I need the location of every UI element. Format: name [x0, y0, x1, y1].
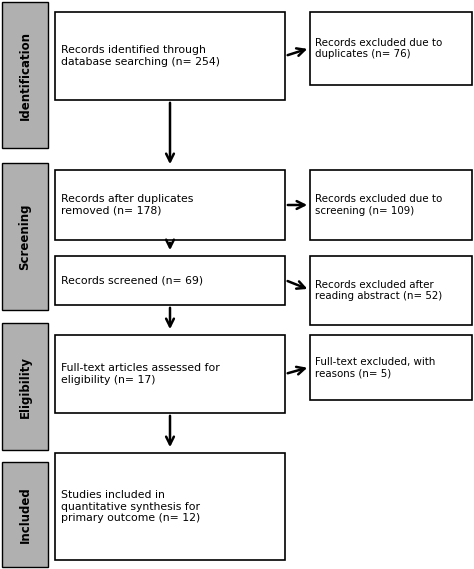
Text: Included: Included [18, 486, 31, 543]
Bar [2, 2, 48, 148]
Bar [55, 453, 285, 560]
Text: Screening: Screening [18, 203, 31, 270]
Text: Full-text articles assessed for
eligibility (n= 17): Full-text articles assessed for eligibil… [61, 363, 220, 385]
Text: Full-text excluded, with
reasons (n= 5): Full-text excluded, with reasons (n= 5) [315, 357, 436, 378]
Bar [2, 163, 48, 310]
Text: Eligibility: Eligibility [18, 356, 31, 418]
Text: Studies included in
quantitative synthesis for
primary outcome (n= 12): Studies included in quantitative synthes… [61, 490, 200, 523]
Text: Identification: Identification [18, 31, 31, 119]
Bar [2, 323, 48, 450]
Bar [55, 335, 285, 413]
Bar [55, 170, 285, 240]
Text: Records excluded after
reading abstract (n= 52): Records excluded after reading abstract … [315, 280, 442, 302]
Text: Records identified through
database searching (n= 254): Records identified through database sear… [61, 45, 220, 67]
Bar [55, 256, 285, 305]
Text: Records excluded due to
duplicates (n= 76): Records excluded due to duplicates (n= 7… [315, 38, 442, 59]
Text: Records after duplicates
removed (n= 178): Records after duplicates removed (n= 178… [61, 194, 193, 216]
Bar [55, 12, 285, 100]
Bar [310, 256, 472, 325]
Bar [310, 335, 472, 400]
Text: Records excluded due to
screening (n= 109): Records excluded due to screening (n= 10… [315, 194, 442, 216]
Bar [310, 170, 472, 240]
Text: Records screened (n= 69): Records screened (n= 69) [61, 275, 203, 286]
Bar [2, 462, 48, 567]
Bar [310, 12, 472, 85]
